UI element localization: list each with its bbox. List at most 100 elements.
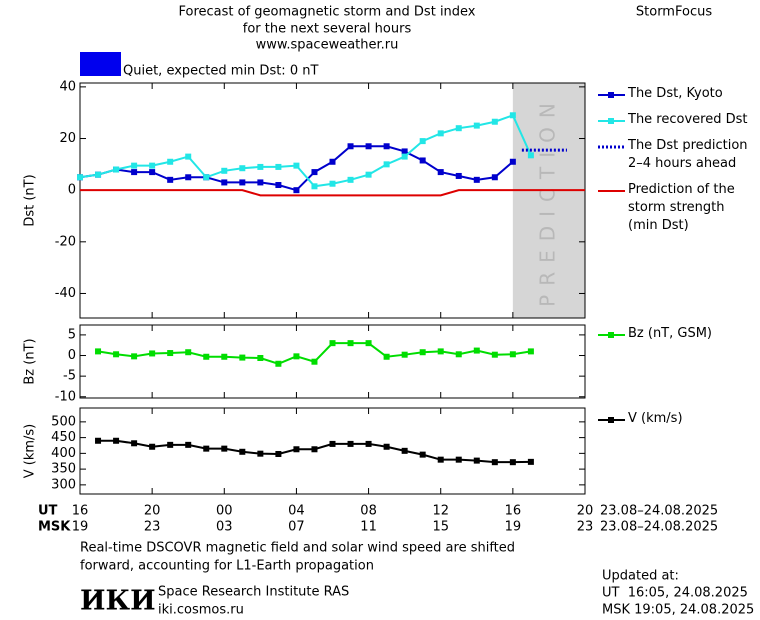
data-point <box>239 354 246 361</box>
title: Forecast of geomagnetic storm and Dst in… <box>178 5 475 20</box>
x-tick-label: 19 <box>72 520 89 535</box>
legend-label: V (km/s) <box>628 411 683 426</box>
x-tick-label: 08 <box>360 504 377 519</box>
data-point <box>365 440 372 447</box>
legend-marker <box>608 332 614 338</box>
data-point <box>455 351 462 358</box>
x-tick-label: 15 <box>432 520 449 535</box>
data-point <box>437 348 444 355</box>
data-point <box>77 174 83 181</box>
data-point <box>113 437 120 444</box>
y-tick-label: 0 <box>68 183 76 198</box>
y-tick-label: -5 <box>63 369 76 384</box>
x-dates: 23.08–24.08.2025 <box>600 504 718 519</box>
data-point <box>365 143 372 150</box>
brand: StormFocus <box>636 5 712 20</box>
data-point <box>203 445 210 452</box>
updated-label: Updated at: <box>602 569 679 584</box>
data-point <box>491 459 498 466</box>
data-point <box>419 138 426 145</box>
data-point <box>329 180 336 187</box>
data-point <box>473 176 480 183</box>
series-line <box>80 189 585 197</box>
data-point <box>149 350 156 357</box>
data-point <box>491 351 498 358</box>
x-tick-label: 03 <box>216 520 233 535</box>
x-tick-label: 20 <box>144 504 161 519</box>
data-point <box>365 171 372 178</box>
data-point <box>437 169 444 176</box>
data-point <box>185 441 192 448</box>
institute: Space Research Institute RAS <box>158 585 349 600</box>
legend-marker <box>608 118 614 124</box>
logo: ИКИ <box>80 586 156 617</box>
data-point <box>365 340 372 347</box>
y-tick-label: 500 <box>51 414 76 429</box>
status-indicator <box>80 52 121 76</box>
legend-marker <box>608 92 614 98</box>
data-point <box>383 143 390 150</box>
data-point <box>257 450 264 457</box>
data-point <box>239 165 246 172</box>
y-tick-label: 300 <box>51 477 76 492</box>
prediction-region <box>512 83 585 318</box>
data-point <box>275 360 282 367</box>
data-point <box>167 158 174 165</box>
site: iki.cosmos.ru <box>158 603 244 618</box>
data-point <box>221 179 228 186</box>
y-tick-label: 20 <box>59 131 76 146</box>
data-point <box>293 162 300 169</box>
data-point <box>311 183 318 190</box>
legend-label: Bz (nT, GSM) <box>628 326 713 341</box>
site-url: www.spaceweather.ru <box>256 38 399 53</box>
data-point <box>149 169 156 176</box>
data-point <box>419 451 426 458</box>
data-point <box>347 340 354 347</box>
x-tick-label: 11 <box>360 520 377 535</box>
data-point <box>383 443 390 450</box>
data-point <box>203 174 210 181</box>
data-point <box>113 351 120 358</box>
data-point <box>401 351 408 358</box>
data-point <box>491 118 498 125</box>
data-point <box>347 440 354 447</box>
legend-marker <box>608 417 614 423</box>
data-point <box>329 158 336 165</box>
data-point <box>509 459 516 466</box>
data-point <box>473 122 480 129</box>
data-point <box>293 446 300 453</box>
data-point <box>509 112 516 119</box>
y-tick-label: -40 <box>55 286 76 301</box>
data-point <box>257 354 264 361</box>
y-tick-label: 350 <box>51 462 76 477</box>
x-tick-label: 20 <box>577 504 594 519</box>
x-tick-label: 23 <box>144 520 161 535</box>
data-point <box>275 163 282 170</box>
data-point <box>437 130 444 137</box>
data-point <box>221 353 228 360</box>
data-point <box>167 176 174 183</box>
legend-label: Prediction of the storm strength (min Ds… <box>628 182 735 233</box>
data-point <box>491 174 498 181</box>
data-point <box>95 348 102 355</box>
data-point <box>455 456 462 463</box>
x-tick-label: 16 <box>72 504 89 519</box>
data-point <box>419 157 426 164</box>
y-tick-label: -20 <box>55 234 76 249</box>
y-tick-label: 400 <box>51 446 76 461</box>
legend-label: The Dst prediction 2–4 hours ahead <box>628 138 748 171</box>
data-point <box>131 169 138 176</box>
x-tick-label: 16 <box>505 504 522 519</box>
status-text: Quiet, expected min Dst: 0 nT <box>123 64 318 79</box>
y-tick-label: 5 <box>68 327 76 342</box>
data-point <box>527 152 534 159</box>
data-point <box>131 353 138 360</box>
data-point <box>455 125 462 132</box>
x-tick-label: 23 <box>577 520 594 535</box>
data-point <box>401 153 408 160</box>
data-point <box>419 349 426 356</box>
data-point <box>167 441 174 448</box>
data-point <box>185 174 192 181</box>
data-point <box>509 158 516 165</box>
